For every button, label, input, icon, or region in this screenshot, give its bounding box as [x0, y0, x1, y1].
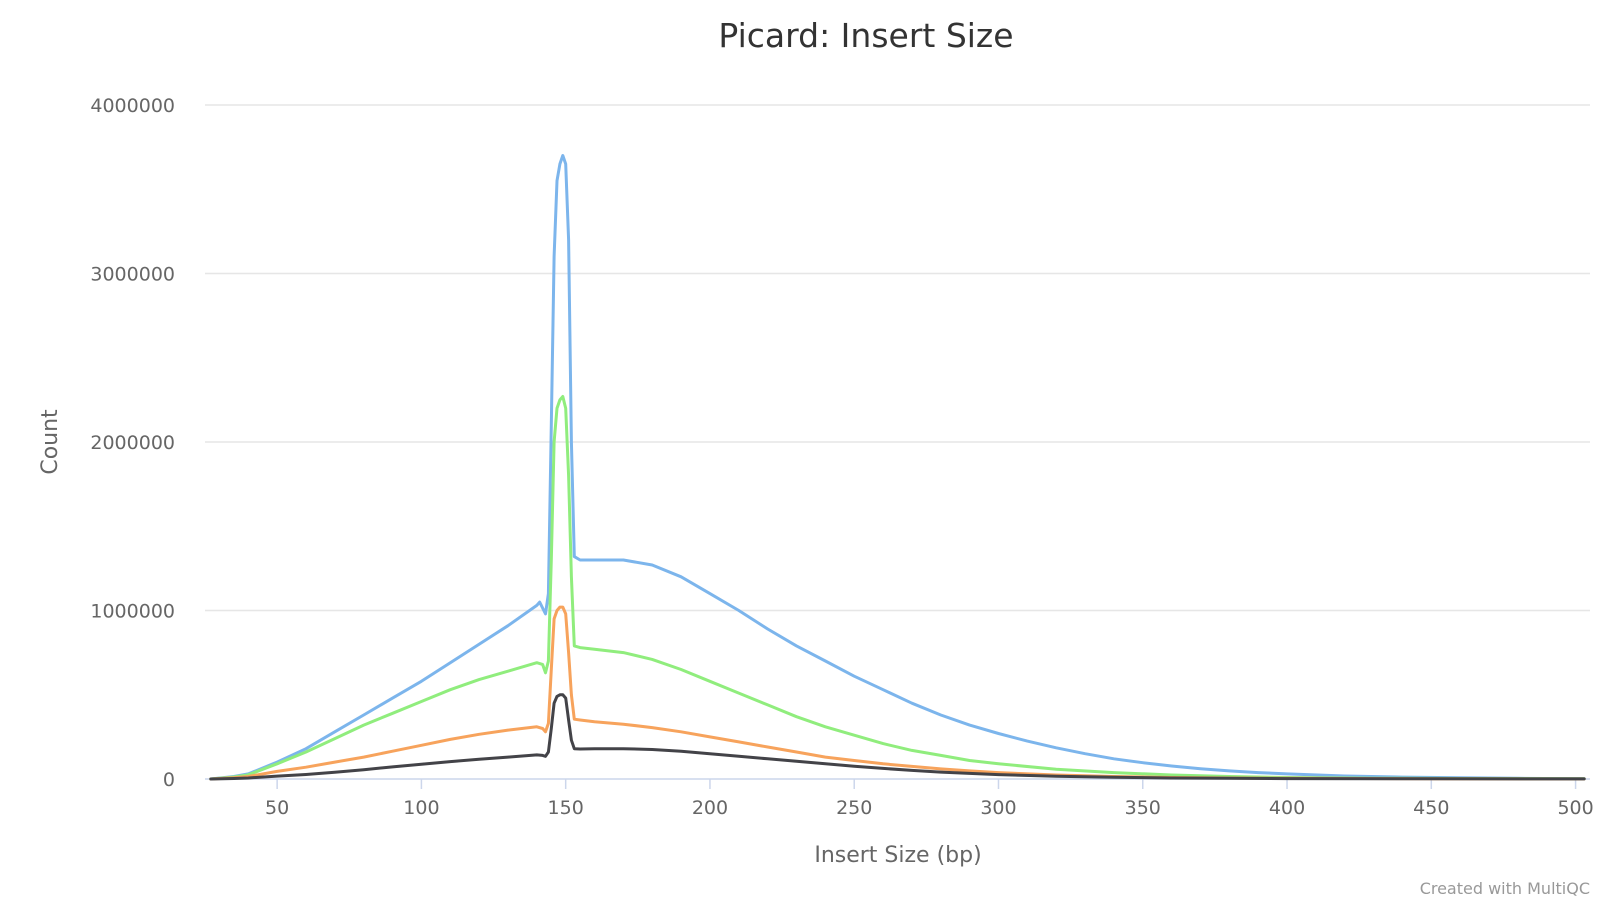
series-line-4[interactable] — [209, 693, 1586, 781]
x-tick-label: 200 — [692, 797, 728, 819]
credit-text[interactable]: Created with MultiQC — [1420, 879, 1590, 898]
series-line-3[interactable] — [209, 605, 1586, 781]
y-tick-label: 3000000 — [90, 264, 175, 286]
y-tick-label: 4000000 — [90, 95, 175, 117]
y-tick-label: 1000000 — [90, 601, 175, 623]
series-line-2[interactable] — [209, 395, 1586, 781]
x-axis-title: Insert Size (bp) — [814, 843, 981, 868]
series-lines — [209, 154, 1586, 781]
x-tick-label: 450 — [1413, 797, 1449, 819]
x-tick-label: 150 — [548, 797, 584, 819]
x-tick-label: 100 — [403, 797, 439, 819]
chart-title: Picard: Insert Size — [718, 16, 1013, 55]
y-tick-label: 2000000 — [90, 432, 175, 454]
x-tick-label: 50 — [265, 797, 289, 819]
y-axis-title: Count — [38, 409, 63, 475]
axes: 0 1000000 2000000 3000000 4000000 50 100 150 200… — [90, 95, 1593, 819]
x-tick-label: 400 — [1269, 797, 1305, 819]
series-line-1[interactable] — [209, 154, 1586, 781]
grid-lines — [205, 104, 1590, 612]
x-tick-label: 300 — [980, 797, 1016, 819]
y-tick-label: 0 — [163, 769, 175, 791]
x-tick-label: 500 — [1557, 797, 1593, 819]
x-tick-label: 250 — [836, 797, 872, 819]
x-tick-label: 350 — [1125, 797, 1161, 819]
